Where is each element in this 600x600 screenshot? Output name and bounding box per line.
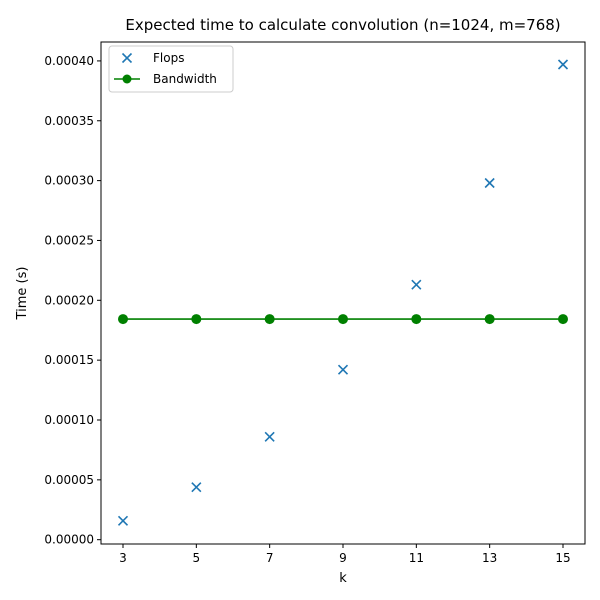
plot-area: 3 5 7 9 11 13 15 0.00000 0.00005 0.00010 0.00015 0.… <box>44 41 586 565</box>
x-axis-label: k <box>339 571 347 586</box>
bandwidth-point <box>484 314 495 325</box>
y-tick-label: 0.00005 <box>44 473 94 487</box>
y-tick-label: 0.00035 <box>44 114 94 128</box>
legend: Flops Bandwidth <box>108 45 234 93</box>
chart-title: Expected time to calculate convolution (… <box>125 16 560 34</box>
x-tick-label: 7 <box>266 551 274 565</box>
flops-point <box>117 515 129 526</box>
y-tick-label: 0.00020 <box>44 293 94 307</box>
bandwidth-point <box>411 314 422 325</box>
bandwidth-point <box>338 314 348 325</box>
bandwidth-point <box>191 314 202 325</box>
y-tick-label: 0.00025 <box>44 233 94 247</box>
legend-box <box>108 45 234 93</box>
legend-swatch-circle <box>122 74 132 84</box>
flops-point <box>191 482 202 493</box>
flops-point <box>557 59 569 70</box>
x-tick-label: 3 <box>119 551 127 565</box>
legend-label: Flops <box>153 51 184 65</box>
plot-frame <box>100 41 586 545</box>
flops-point <box>411 279 422 290</box>
y-tick-label: 0.00010 <box>44 413 94 427</box>
legend-label: Bandwidth <box>153 72 217 86</box>
bandwidth-point <box>558 314 568 325</box>
y-tick-label: 0.00030 <box>44 174 94 188</box>
y-tick-label: 0.00015 <box>44 353 94 367</box>
x-tick-label: 9 <box>339 551 347 565</box>
flops-point <box>337 364 349 375</box>
x-tick-label: 15 <box>555 551 570 565</box>
bandwidth-point <box>264 314 275 325</box>
x-tick-label: 5 <box>193 551 201 565</box>
x-tick-label: 13 <box>482 551 497 565</box>
bandwidth-point <box>118 314 128 325</box>
legend-swatch-x <box>121 52 133 64</box>
flops-point <box>264 431 275 442</box>
x-tick-label: 11 <box>409 551 424 565</box>
y-axis-label: Time (s) <box>15 267 30 321</box>
y-tick-label: 0.00000 <box>44 533 94 547</box>
y-tick-label: 0.00040 <box>44 54 94 68</box>
flops-point <box>484 177 495 189</box>
